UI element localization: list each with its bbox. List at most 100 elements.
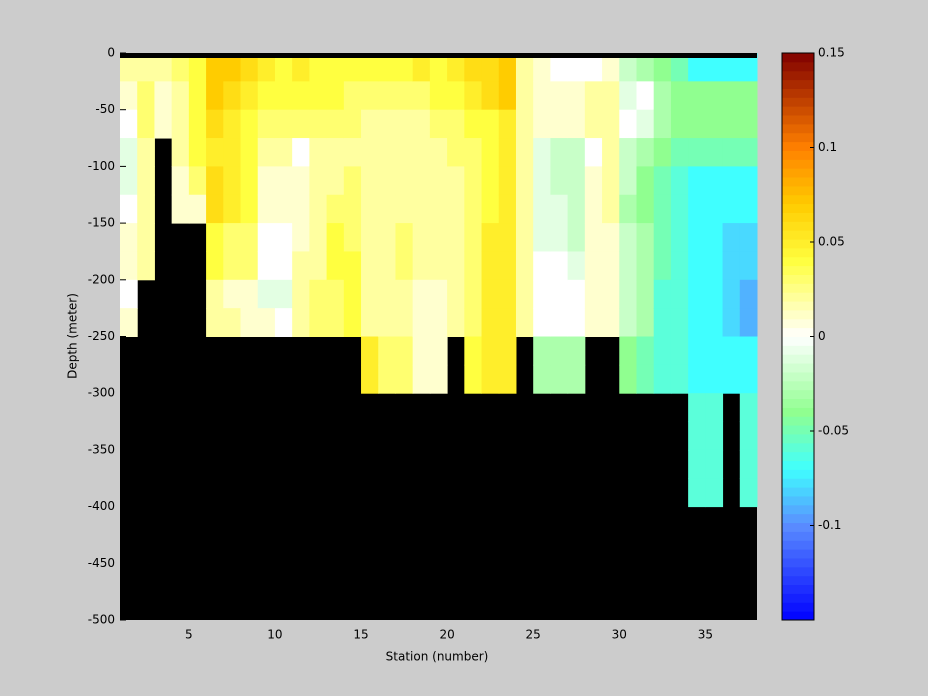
heatmap-cell	[292, 81, 310, 111]
heatmap-cell	[343, 81, 362, 111]
heatmap-cell	[653, 109, 672, 139]
heatmap-cell	[395, 223, 414, 252]
heatmap-cell	[240, 81, 259, 111]
heatmap-cell	[705, 138, 724, 167]
heatmap-cell	[274, 279, 293, 309]
heatmap-cell	[292, 194, 310, 224]
heatmap-cell	[619, 138, 637, 167]
heatmap-cell	[223, 223, 242, 252]
heatmap-cell	[636, 279, 655, 309]
heatmap-cell	[395, 53, 414, 82]
heatmap-cell	[567, 166, 586, 196]
colorbar-swatch	[782, 79, 814, 89]
heatmap-cell	[602, 279, 620, 309]
heatmap-cell	[619, 81, 637, 111]
heatmap-cell	[739, 336, 758, 366]
heatmap-cell	[447, 81, 465, 111]
heatmap-cell	[670, 251, 689, 281]
heatmap-cell	[739, 421, 758, 451]
plot-top-edge	[120, 53, 757, 58]
heatmap-cell	[636, 364, 655, 394]
heatmap-cell	[533, 364, 551, 394]
heatmap-cell	[722, 166, 741, 196]
heatmap-cell	[705, 251, 724, 281]
y-tick-label: -450	[88, 556, 115, 570]
heatmap-cell	[412, 251, 431, 281]
heatmap-cell	[378, 194, 396, 224]
heatmap-cell	[361, 138, 379, 167]
heatmap-cell	[378, 53, 396, 82]
heatmap-cell	[378, 336, 396, 366]
heatmap-cell	[206, 53, 224, 82]
heatmap-cell	[533, 53, 551, 82]
colorbar-swatch	[782, 239, 814, 249]
heatmap-cell	[567, 336, 586, 366]
heatmap-cell	[688, 308, 706, 337]
heatmap-cell	[429, 336, 448, 366]
heatmap-cell	[154, 109, 173, 139]
heatmap-cell	[739, 364, 758, 394]
heatmap-cell	[309, 81, 328, 111]
heatmap-cell	[688, 166, 706, 196]
heatmap-cell	[533, 308, 551, 337]
heatmap-cell	[722, 336, 741, 366]
x-tick-label: 20	[439, 628, 454, 642]
heatmap-cell	[429, 279, 448, 309]
heatmap-cell	[309, 194, 328, 224]
heatmap-cell	[481, 53, 500, 82]
heatmap-cell	[619, 194, 637, 224]
heatmap-cell	[171, 81, 190, 111]
heatmap-cell	[171, 53, 190, 82]
heatmap-cell	[292, 251, 310, 281]
heatmap-cell	[361, 166, 379, 196]
y-tick-label: -200	[88, 272, 115, 286]
heatmap-cell	[602, 308, 620, 337]
heatmap-cell	[429, 251, 448, 281]
heatmap-cell	[550, 53, 569, 82]
heatmap-cell	[515, 166, 534, 196]
heatmap-cell	[137, 166, 155, 196]
heatmap-cell	[447, 53, 465, 82]
heatmap-cell	[498, 308, 517, 337]
heatmap-cell	[567, 364, 586, 394]
heatmap-cell	[602, 109, 620, 139]
y-tick-label: -100	[88, 159, 115, 173]
heatmap-cell	[688, 223, 706, 252]
heatmap-cell	[171, 109, 190, 139]
heatmap-cell	[739, 449, 758, 479]
heatmap-cell	[395, 336, 414, 366]
heatmap-cell	[429, 138, 448, 167]
heatmap-cell	[602, 53, 620, 82]
heatmap-cell	[602, 138, 620, 167]
heatmap-cell	[653, 223, 672, 252]
heatmap-cell	[223, 166, 242, 196]
heatmap-cell	[688, 109, 706, 139]
heatmap-cell	[550, 194, 569, 224]
colorbar-swatch	[782, 230, 814, 240]
y-tick-label: -250	[88, 329, 115, 343]
heatmap-cell	[705, 308, 724, 337]
heatmap-cell	[309, 223, 328, 252]
heatmap-cell	[722, 194, 741, 224]
heatmap-cell	[653, 53, 672, 82]
heatmap-cell	[120, 194, 138, 224]
heatmap-cell	[343, 166, 362, 196]
heatmap-cell	[171, 138, 190, 167]
heatmap-cell	[636, 109, 655, 139]
heatmap-cell	[602, 251, 620, 281]
heatmap-cell	[309, 166, 328, 196]
heatmap-cell	[688, 194, 706, 224]
heatmap-cell	[120, 308, 138, 337]
heatmap-cell	[653, 364, 672, 394]
heatmap-cell	[223, 279, 242, 309]
colorbar-swatch	[782, 442, 814, 453]
heatmap-cell	[481, 279, 500, 309]
heatmap-cell	[378, 223, 396, 252]
heatmap-cell	[722, 81, 741, 111]
heatmap-cell	[395, 166, 414, 196]
heatmap-cell	[464, 194, 483, 224]
heatmap-cell	[361, 279, 379, 309]
heatmap-cell	[412, 81, 431, 111]
heatmap-cell	[722, 53, 741, 82]
heatmap-cell	[309, 308, 328, 337]
